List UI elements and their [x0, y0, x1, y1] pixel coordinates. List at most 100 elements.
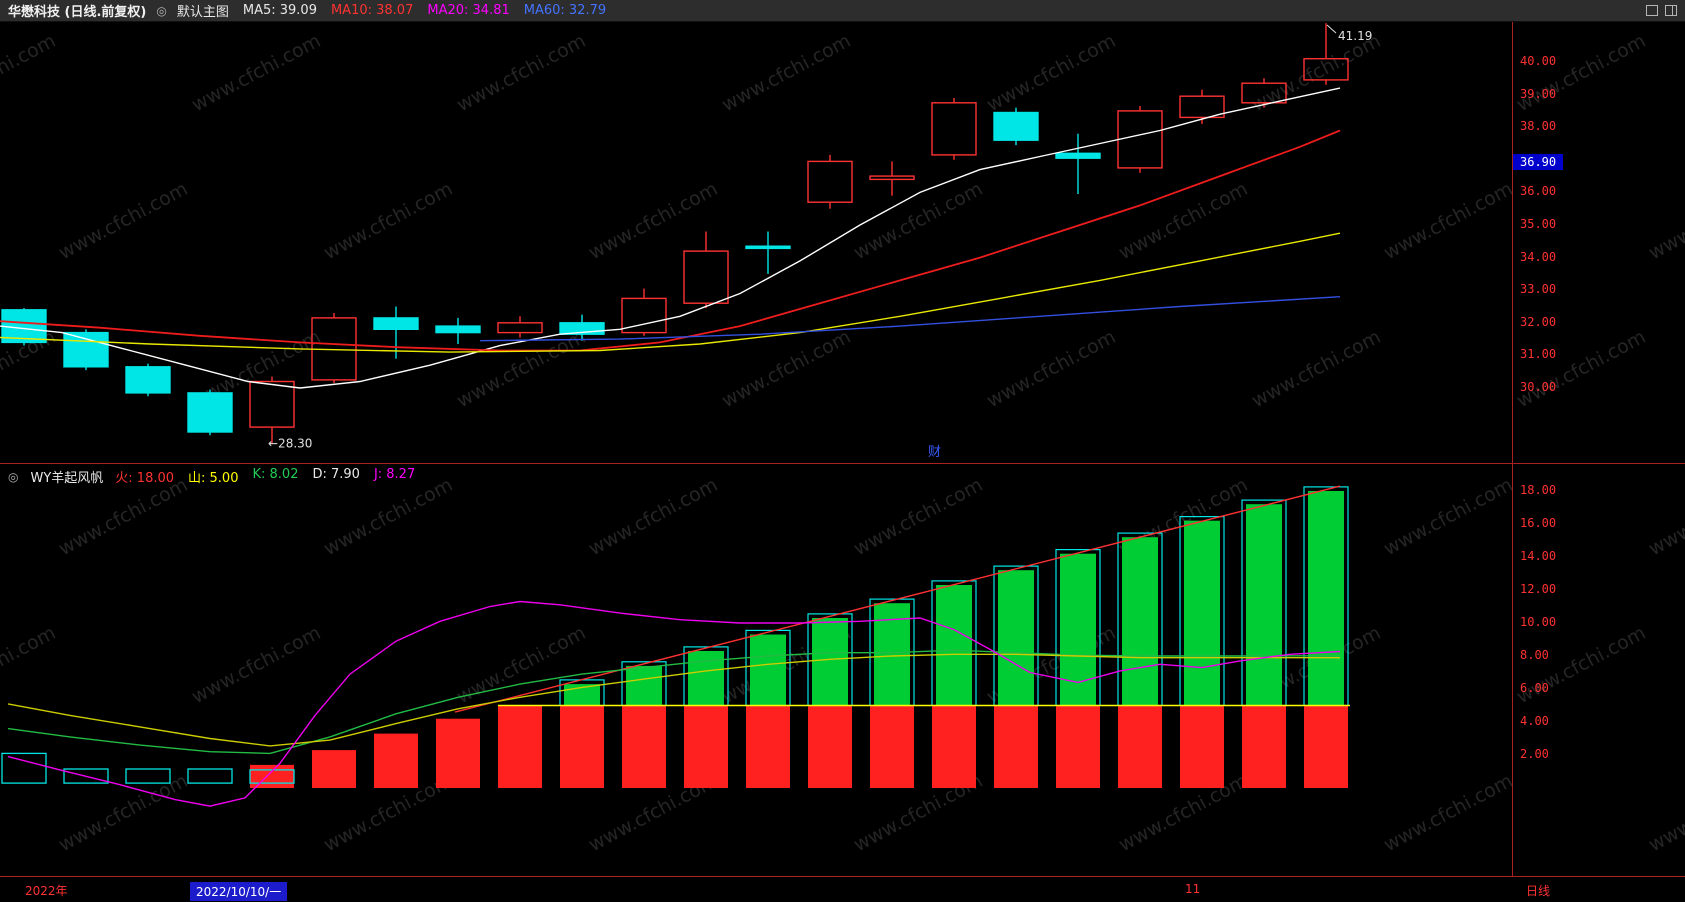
panel-divider[interactable] — [0, 463, 1685, 464]
indicator-tick-label: 16.00 — [1520, 516, 1557, 530]
indicator-red-bar[interactable] — [1118, 705, 1162, 789]
status-bar: 2022年 2022/10/10/一 11 日线 — [0, 877, 1685, 902]
indicator-green-bar[interactable] — [626, 665, 662, 706]
main-layout-label[interactable]: 默认主图 — [176, 5, 229, 20]
ma-line-ma60 — [479, 296, 1341, 342]
trend-line — [454, 485, 1341, 713]
title-bar: 华懋科技 (日线.前复权) ◎ 默认主图 MA5: 39.09 MA10: 38.… — [0, 0, 1685, 22]
indicator-red-bar[interactable] — [808, 705, 852, 789]
indicator-red-bar[interactable] — [932, 705, 976, 789]
candle[interactable] — [125, 363, 171, 397]
candle[interactable] — [1303, 23, 1349, 85]
high-price-annotation: 41.19 — [1338, 29, 1372, 43]
selected-date-badge[interactable]: 2022/10/10/一 — [190, 882, 288, 901]
indicator-green-bar[interactable] — [1122, 537, 1158, 706]
candle[interactable] — [435, 317, 481, 344]
price-tick-label: 32.00 — [1520, 314, 1557, 329]
indicator-circle-icon[interactable]: ◎ — [8, 469, 19, 484]
period-label[interactable]: 日线 — [1526, 884, 1551, 898]
indicator-red-bar[interactable] — [1056, 705, 1100, 789]
indicator-tick-label: 10.00 — [1520, 615, 1557, 629]
price-tick-label: 40.00 — [1520, 54, 1557, 68]
watermark-text: www.cfchi.com — [1645, 177, 1685, 265]
price-tick-label: 39.00 — [1520, 86, 1557, 101]
ma-line-ma20 — [0, 232, 1341, 353]
indicator-hollow-bar[interactable] — [63, 768, 109, 784]
split-view-icon[interactable] — [1665, 5, 1677, 16]
candle[interactable] — [745, 231, 791, 274]
candle[interactable] — [311, 313, 357, 384]
indicator-red-bar[interactable] — [994, 705, 1038, 789]
indicator-green-bar[interactable] — [688, 651, 724, 706]
indicator-green-bar[interactable] — [1184, 520, 1220, 706]
indicator-red-bar[interactable] — [436, 718, 480, 788]
candle[interactable] — [1, 308, 47, 346]
watermark-text: www.cfchi.com — [1513, 621, 1650, 709]
indicator-name[interactable]: WY羊起风帆 — [30, 471, 104, 486]
watermark-text: www.cfchi.com — [1513, 325, 1650, 413]
candle[interactable] — [497, 316, 543, 338]
candle[interactable] — [187, 389, 233, 436]
indicator-green-bar[interactable] — [936, 585, 972, 706]
indicator-tick-label: 2.00 — [1520, 747, 1549, 761]
indicator-tick-label: 18.00 — [1520, 483, 1557, 497]
j-line — [7, 600, 1341, 807]
candle[interactable] — [373, 306, 419, 359]
candle[interactable] — [63, 329, 109, 371]
price-tick-label: 36.00 — [1520, 184, 1557, 199]
candle[interactable] — [1241, 78, 1287, 108]
indicator-red-bar[interactable] — [374, 733, 418, 788]
candle[interactable] — [559, 314, 605, 341]
watermark-text: www.cfchi.com — [1645, 473, 1685, 561]
indicator-tick-label: 14.00 — [1520, 549, 1557, 563]
indicator-red-bar[interactable] — [1180, 705, 1224, 789]
indicator-red-bar[interactable] — [1304, 705, 1348, 789]
event-marker[interactable]: 财 — [928, 445, 941, 460]
indicator-canvas[interactable] — [0, 464, 1512, 876]
candle[interactable] — [869, 161, 915, 196]
indicator-green-bar[interactable] — [1308, 491, 1344, 706]
indicator-green-bar[interactable] — [998, 570, 1034, 706]
indicator-hollow-bar[interactable] — [249, 769, 295, 784]
candle[interactable] — [1055, 133, 1101, 194]
indicator-red-bar[interactable] — [498, 705, 542, 789]
price-tick-label: 33.00 — [1520, 282, 1557, 297]
layout-circle-icon[interactable]: ◎ — [156, 3, 167, 18]
watermark-text: www.cfchi.com — [1645, 769, 1685, 857]
indicator-field: K: 8.02 — [252, 467, 299, 482]
indicator-red-bar[interactable] — [250, 764, 294, 788]
year-label[interactable]: 2022年 — [25, 884, 68, 898]
price-tick-label: 38.00 — [1520, 119, 1557, 134]
indicator-green-bar[interactable] — [812, 618, 848, 706]
candle[interactable] — [807, 154, 853, 209]
indicator-hollow-bar[interactable] — [125, 768, 171, 784]
axis-divider — [1512, 22, 1513, 902]
main-chart-canvas[interactable]: ←28.30 41.19 财 — [0, 22, 1512, 464]
candle[interactable] — [621, 288, 667, 336]
chart-window-icon[interactable] — [1646, 5, 1658, 16]
indicator-red-bar[interactable] — [746, 705, 790, 789]
indicator-green-bar[interactable] — [1246, 504, 1282, 706]
indicator-red-bar[interactable] — [622, 705, 666, 789]
candle[interactable] — [683, 231, 729, 309]
candle[interactable] — [993, 107, 1039, 146]
titlebar-icons — [1646, 5, 1677, 16]
candle[interactable] — [931, 97, 977, 160]
ma-line-ma5 — [0, 87, 1341, 389]
indicator-red-bar[interactable] — [560, 705, 604, 789]
price-tick-label: 31.00 — [1520, 347, 1557, 362]
indicator-red-bar[interactable] — [870, 705, 914, 789]
indicator-green-bar[interactable] — [750, 634, 786, 706]
indicator-hollow-bar[interactable] — [187, 768, 233, 784]
candle[interactable] — [1117, 106, 1163, 173]
candle[interactable] — [249, 376, 295, 444]
indicator-field: J: 8.27 — [373, 467, 416, 482]
indicator-hollow-bar[interactable] — [1, 752, 47, 784]
month-marker: 11 — [1185, 882, 1201, 896]
price-tick-label: 34.00 — [1520, 249, 1557, 264]
indicator-red-bar[interactable] — [312, 750, 356, 788]
last-price-badge: 36.90 — [1513, 154, 1564, 170]
indicator-red-bar[interactable] — [1242, 705, 1286, 789]
indicator-red-bar[interactable] — [684, 705, 728, 789]
